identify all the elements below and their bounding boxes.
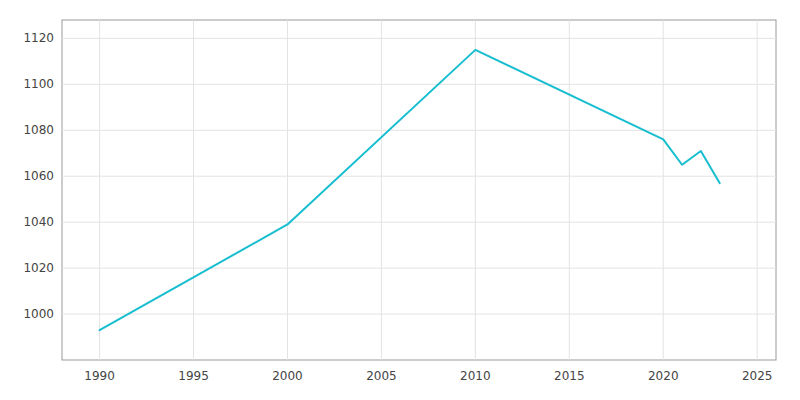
grid-line-x <box>757 20 758 360</box>
x-tick-label: 2010 <box>460 369 491 383</box>
y-tick-label: 1100 <box>23 77 54 91</box>
grid-line-x <box>381 20 382 360</box>
grid-line-x <box>475 20 476 360</box>
grid-line-x <box>287 20 288 360</box>
x-tick-label: 2015 <box>554 369 585 383</box>
data-area <box>100 50 720 330</box>
x-tick-label: 2000 <box>272 369 303 383</box>
x-tick-label: 2025 <box>742 369 773 383</box>
grid-line-y <box>62 222 776 223</box>
grid-line-x <box>569 20 570 360</box>
y-tick-label: 1120 <box>23 31 54 45</box>
x-tick-label: 1990 <box>84 369 115 383</box>
chart-container: 1990 1995 2000 2005 2010 2015 2020 2025 1000 1020… <box>0 0 800 400</box>
grid-line-y <box>62 268 776 269</box>
y-tick-label: 1000 <box>23 307 54 321</box>
y-tick-label: 1060 <box>23 169 54 183</box>
grid-line-y <box>62 130 776 131</box>
y-tick-label: 1020 <box>23 261 54 275</box>
grid-line-y <box>62 38 776 39</box>
grid-line-x <box>99 20 100 360</box>
grid <box>62 20 776 360</box>
y-tick-label: 1080 <box>23 123 54 137</box>
y-tick-label: 1040 <box>23 215 54 229</box>
grid-line-x <box>193 20 194 360</box>
chart-svg: 1990 1995 2000 2005 2010 2015 2020 2025 1000 1020… <box>0 0 800 400</box>
tick-labels: 1990 1995 2000 2005 2010 2015 2020 2025 1000 1020… <box>23 31 772 383</box>
grid-line-y <box>62 314 776 315</box>
x-tick-label: 1995 <box>178 369 209 383</box>
grid-line-y <box>62 176 776 177</box>
x-tick-label: 2020 <box>648 369 679 383</box>
x-tick-label: 2005 <box>366 369 397 383</box>
plot-frame <box>62 20 776 360</box>
grid-line-y <box>62 84 776 85</box>
population-line <box>100 50 720 330</box>
grid-line-x <box>663 20 664 360</box>
